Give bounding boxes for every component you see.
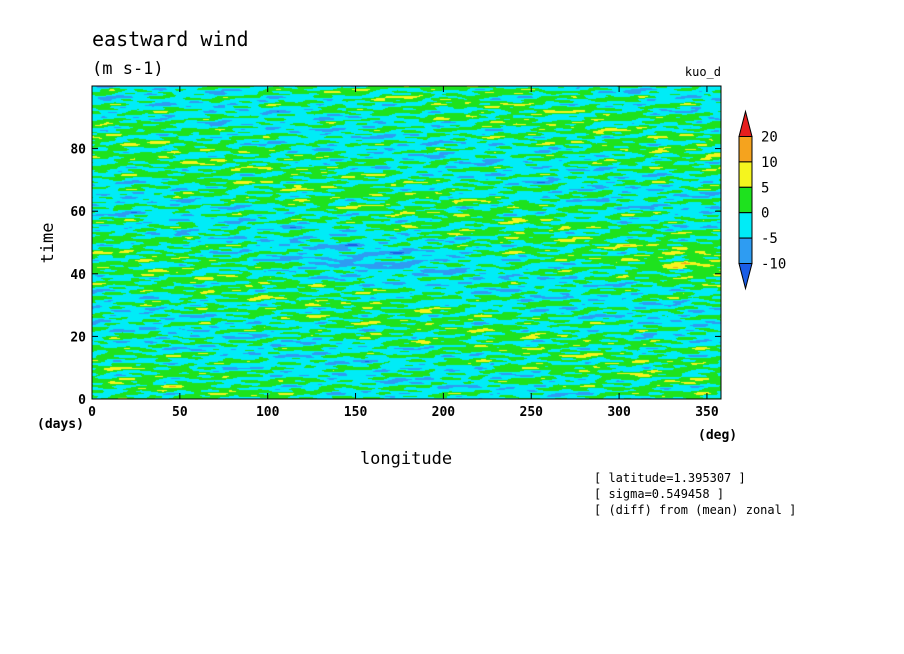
x-tick-label: 200: [432, 405, 456, 420]
colorbar-segment-above-20: [738, 109, 753, 137]
x-tick-label: 350: [695, 405, 719, 420]
y-tick-label: 20: [70, 330, 86, 345]
colorbar-tick-label: 20: [761, 130, 778, 146]
colorbar-tick-label: 5: [761, 180, 769, 196]
colorbar-segment: [738, 212, 753, 239]
colorbar-tick-label: -5: [761, 231, 778, 247]
x-axis-label: longitude: [360, 449, 452, 469]
heatmap-field: [92, 86, 721, 399]
y-tick-label: 80: [70, 143, 86, 158]
annotation-diff: [ (diff) from (mean) zonal ]: [594, 503, 796, 517]
y-tick-label: 0: [78, 393, 86, 408]
plot-frame: [91, 85, 722, 400]
x-tick-label: 50: [172, 405, 188, 420]
x-tick-label: 0: [88, 405, 96, 420]
colorbar-segment: [738, 161, 753, 188]
annotation-sigma: [ sigma=0.549458 ]: [594, 487, 724, 501]
colorbar-segment: [738, 237, 753, 265]
y-tick-label: 60: [70, 205, 86, 220]
colorbar-segment: [738, 136, 753, 163]
colorbar-tick-label: -10: [761, 257, 786, 273]
chart-units: (m s-1): [92, 59, 164, 79]
x-tick-label: 100: [256, 405, 280, 420]
y-tick-label: 40: [70, 268, 86, 283]
colorbar: 20 10 5 0 -5 -10: [738, 109, 786, 291]
y-axis-ticks: 0 20 40 60 80: [70, 143, 721, 408]
experiment-label: kuo_d: [685, 65, 721, 79]
colorbar-tick-label: 10: [761, 155, 778, 171]
x-tick-label: 300: [607, 405, 631, 420]
x-axis-ticks: 0 50 100 150 200 250 300 350: [88, 86, 719, 420]
x-axis-unit: (deg): [698, 428, 737, 443]
y-axis-label: time: [38, 223, 58, 264]
colorbar-segment-below-10: [738, 263, 753, 291]
x-tick-label: 150: [344, 405, 368, 420]
colorbar-segment: [738, 186, 753, 214]
annotation-latitude: [ latitude=1.395307 ]: [594, 471, 746, 485]
y-axis-unit: (days): [37, 417, 84, 432]
colorbar-tick-label: 0: [761, 206, 769, 222]
x-tick-label: 250: [520, 405, 544, 420]
chart-title: eastward wind: [92, 27, 249, 51]
heatmap-plot: [92, 86, 721, 399]
